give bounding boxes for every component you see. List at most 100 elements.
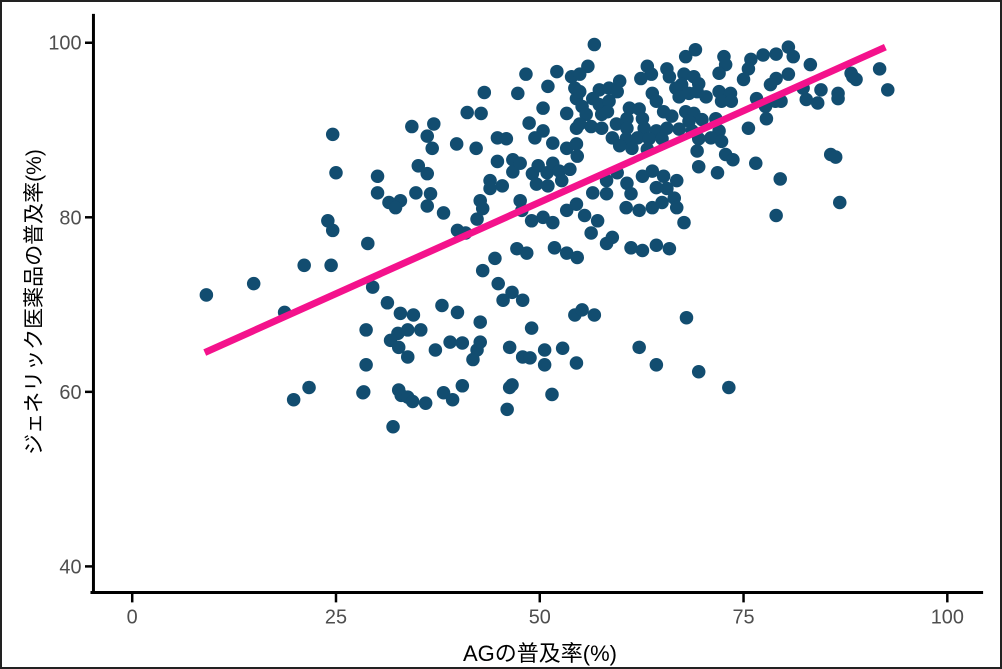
data-point <box>559 106 574 121</box>
data-point <box>624 186 638 201</box>
data-point <box>691 365 706 379</box>
data-point <box>436 206 451 220</box>
data-point <box>569 356 584 370</box>
data-point <box>554 173 569 188</box>
data-point <box>726 152 740 167</box>
data-point <box>645 164 660 178</box>
data-point <box>649 94 664 108</box>
data-point <box>547 241 562 255</box>
data-point <box>455 336 470 350</box>
data-point <box>662 241 677 256</box>
data-point <box>669 173 684 188</box>
data-point <box>541 79 555 94</box>
data-point <box>602 94 616 108</box>
data-point <box>635 243 650 258</box>
data-point <box>393 306 408 321</box>
data-point <box>473 335 487 349</box>
data-point <box>828 150 843 164</box>
data-point <box>679 310 694 325</box>
data-point <box>763 77 778 92</box>
data-point <box>714 94 729 108</box>
data-point <box>546 215 560 230</box>
data-point <box>519 67 533 81</box>
data-point <box>356 385 370 400</box>
x-tick-label: 75 <box>732 606 754 628</box>
data-point <box>699 90 713 104</box>
data-point <box>391 340 406 355</box>
data-point <box>620 111 634 126</box>
data-point <box>690 144 704 158</box>
data-point <box>491 276 505 291</box>
data-point <box>365 280 380 294</box>
data-point <box>496 293 510 307</box>
data-point <box>420 199 435 213</box>
data-point <box>632 203 646 218</box>
data-point <box>649 358 664 372</box>
data-point <box>420 166 435 181</box>
data-point <box>610 84 624 99</box>
data-point <box>449 137 464 151</box>
data-point <box>502 380 517 395</box>
data-point <box>505 285 519 300</box>
data-point <box>199 288 214 302</box>
data-point <box>741 62 756 76</box>
data-point <box>677 215 691 230</box>
data-point <box>584 119 598 134</box>
data-point <box>622 101 637 115</box>
y-tick-label: 40 <box>59 556 81 578</box>
data-point <box>325 223 340 238</box>
data-point <box>849 72 863 87</box>
data-point <box>450 305 465 320</box>
data-point <box>246 276 261 291</box>
data-point <box>587 37 602 52</box>
data-point <box>722 380 736 395</box>
data-point <box>361 236 375 251</box>
data-point <box>425 141 439 156</box>
data-point <box>584 226 598 240</box>
data-point <box>649 180 664 195</box>
x-tick-label: 25 <box>325 606 347 628</box>
x-tick-label: 50 <box>529 606 551 628</box>
data-point <box>570 149 585 163</box>
data-point <box>759 111 774 126</box>
data-point <box>499 132 514 146</box>
y-tick-label: 80 <box>59 207 81 229</box>
data-point <box>435 298 449 313</box>
data-point <box>637 121 651 135</box>
x-tick-label: 100 <box>931 606 964 628</box>
data-point <box>624 241 638 255</box>
data-point <box>786 49 801 64</box>
data-point <box>460 105 474 120</box>
data-point <box>688 42 703 57</box>
data-point <box>524 321 539 335</box>
data-point <box>488 251 502 266</box>
data-point <box>490 154 505 169</box>
y-tick-label: 60 <box>59 382 81 404</box>
x-axis-title: AGの普及率(%) <box>462 641 618 666</box>
data-point <box>386 419 400 434</box>
data-point <box>405 394 420 409</box>
data-point <box>724 94 739 108</box>
data-point <box>537 343 552 357</box>
data-point <box>590 214 605 228</box>
data-point <box>418 396 433 410</box>
data-point <box>881 83 895 97</box>
data-point <box>619 200 633 215</box>
data-point <box>537 358 552 372</box>
data-point <box>522 116 536 130</box>
data-point <box>572 117 587 131</box>
data-point <box>302 380 316 395</box>
data-point <box>495 179 510 193</box>
data-point <box>559 246 574 260</box>
data-point <box>469 141 483 156</box>
data-point <box>810 96 825 110</box>
data-point <box>545 387 559 402</box>
data-point <box>528 131 542 145</box>
data-point <box>325 127 340 142</box>
data-point <box>405 119 419 134</box>
data-point <box>473 315 487 329</box>
data-point <box>704 131 718 145</box>
data-point <box>609 117 624 131</box>
y-tick-label: 100 <box>48 33 81 55</box>
data-point <box>814 83 828 97</box>
